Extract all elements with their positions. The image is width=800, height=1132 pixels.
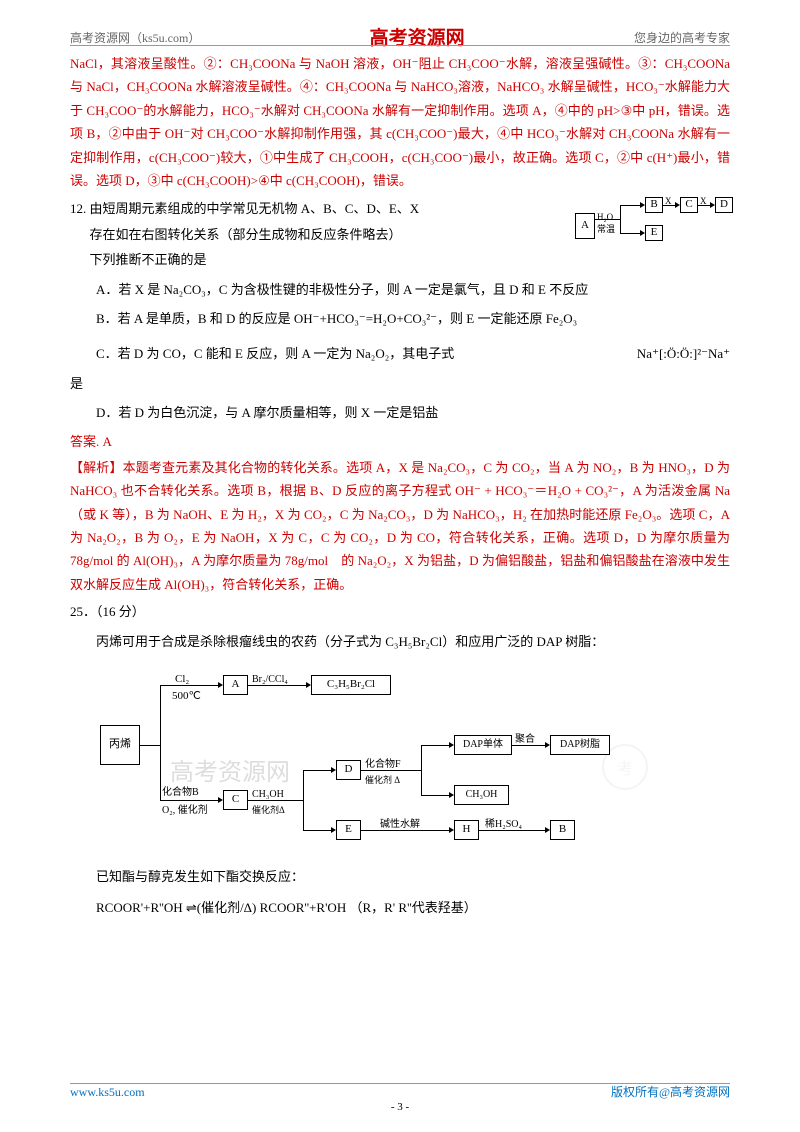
q12-box-A: A [575, 213, 595, 239]
q12-box-E: E [645, 225, 663, 241]
q25-label-h2so4: 稀H₂SO₄ [485, 816, 522, 834]
question-12: 12. 由短周期元素组成的中学常见无机物 A、B、C、D、E、X 存在如在右图转… [70, 197, 730, 271]
page-number: - 3 - [0, 1098, 800, 1118]
q25-box-dapmono: DAP单体 [454, 735, 512, 755]
q25-label-alk: 碱性水解 [380, 816, 420, 834]
q25-diagram: 丙烯 Cl₂ 500℃ A Br₂/CCl₄ C₃H₅Br₂Cl 化合物B O₂… [100, 665, 660, 845]
q25-box-propene: 丙烯 [100, 725, 140, 765]
q25-box-H: H [454, 820, 479, 840]
q12-box-D: D [715, 197, 733, 213]
q12-option-A: A．若 X 是 Na₂CO₃，C 为含极性键的非极性分子，则 A 一定是氯气，且… [96, 278, 730, 301]
q25-label-catF: 催化剂 Δ [365, 772, 400, 788]
q12-label-temp: 常温 [597, 221, 615, 237]
q12-stem-line3: 下列推断不正确的是 [70, 248, 550, 271]
q12-electron-formula: Na⁺[:Ö:Ö:]²⁻Na⁺ [637, 342, 730, 365]
q12-option-C-tail: 是 [70, 372, 730, 395]
q12-box-C: C [680, 197, 698, 213]
q25-known: 已知酯与醇克发生如下酯交换反应： [70, 865, 730, 888]
q25-label-cat: 催化剂Δ [252, 802, 285, 818]
q25-label-o2: O₂, 催化剂 [162, 802, 208, 820]
q25-equation: RCOOR'+R''OH ⇌(催化剂/Δ) RCOOR''+R'OH （R，R'… [70, 896, 730, 919]
q12-option-B: B．若 A 是单质，B 和 D 的反应是 OH⁻+HCO₃⁻=H₂O+CO₃²⁻… [96, 307, 730, 330]
q25-label-poly: 聚合 [515, 731, 535, 749]
q25-label-temp: 500℃ [172, 687, 201, 707]
q12-label-X2: X [700, 193, 707, 209]
q25-box-E: E [336, 820, 361, 840]
q12-label-X: X [665, 193, 672, 209]
q25-box-C: C [223, 790, 248, 810]
analysis-paragraph-11: NaCl，其溶液呈酸性。②：CH₃COONa 与 NaOH 溶液，OH⁻阻止 C… [70, 52, 730, 192]
q12-option-D: D．若 D 为白色沉淀，与 A 摩尔质量相等，则 X 一定是铝盐 [96, 401, 730, 424]
q25-box-ch3oh2: CH₃OH [454, 785, 509, 805]
q25-box-prod1: C₃H₅Br₂Cl [311, 675, 391, 695]
q12-answer: 答案. A [70, 430, 730, 453]
q25-box-A: A [223, 675, 248, 695]
q12-option-C: C．若 D 为 CO，C 能和 E 反应，则 A 一定为 Na₂O₂，其电子式 [96, 342, 637, 365]
q25-label-br2: Br₂/CCl₄ [252, 671, 288, 689]
q25-title: 25．（16 分） [70, 600, 730, 623]
q25-box-dapresin: DAP树脂 [550, 735, 610, 755]
header-divider [70, 45, 730, 46]
q12-stem-line1: 12. 由短周期元素组成的中学常见无机物 A、B、C、D、E、X [70, 197, 550, 220]
q12-stem-line2: 存在如在右图转化关系（部分生成物和反应条件略去） [70, 223, 550, 246]
q25-box-B: B [550, 820, 575, 840]
q12-analysis: 【解析】本题考查元素及其化合物的转化关系。选项 A，X 是 Na₂CO₃，C 为… [70, 456, 730, 596]
q12-box-B: B [645, 197, 663, 213]
q12-diagram: A H₂O 常温 B X C X D E [575, 197, 730, 255]
q25-stem: 丙烯可用于合成是杀除根瘤线虫的农药（分子式为 C₃H₅Br₂Cl）和应用广泛的 … [70, 630, 730, 653]
header-left: 高考资源网（ks5u.com） [70, 28, 200, 50]
q25-label-compB-pre: 化合物B [162, 784, 199, 802]
q25-box-D: D [336, 760, 361, 780]
header-right: 您身边的高考专家 [634, 28, 730, 50]
